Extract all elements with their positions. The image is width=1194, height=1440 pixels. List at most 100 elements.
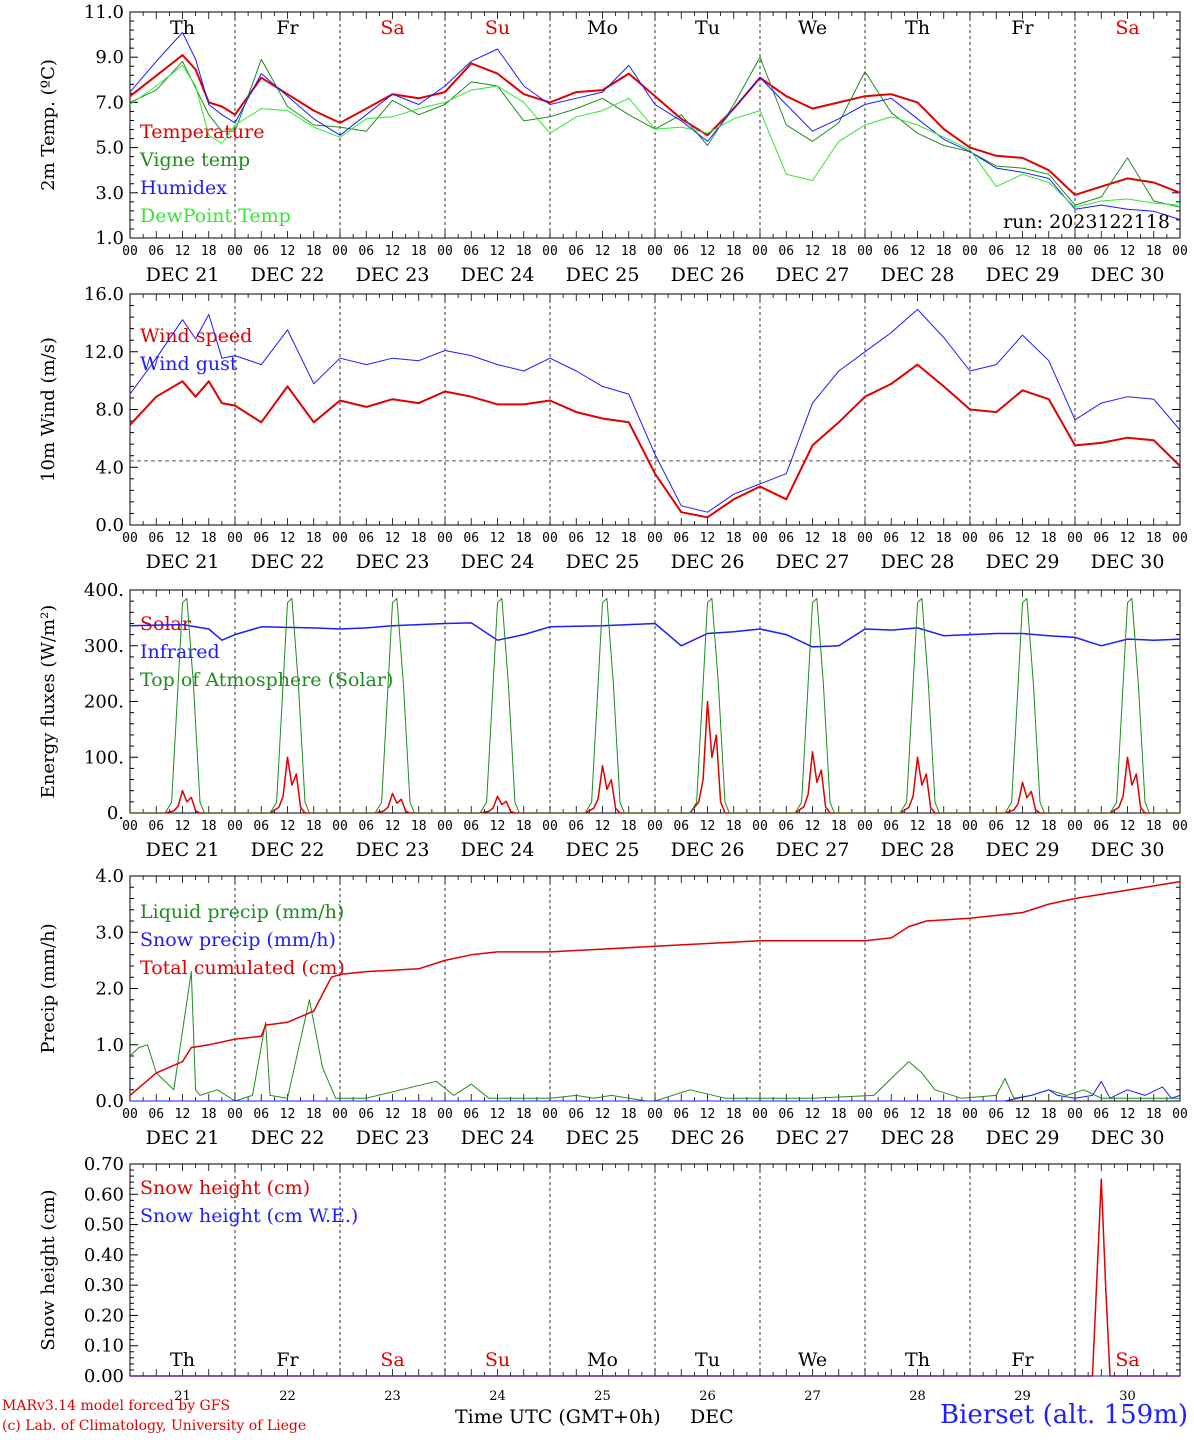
hour-label: 00 xyxy=(752,1107,768,1122)
hour-label: 00 xyxy=(122,531,138,546)
hour-label: 18 xyxy=(1146,819,1162,834)
day-name-label: Th xyxy=(170,17,195,39)
hour-label: 06 xyxy=(673,531,689,546)
hour-label: 18 xyxy=(306,531,322,546)
day-number-label: 24 xyxy=(489,1389,506,1404)
y-tick-label: 1.0 xyxy=(95,228,124,249)
hour-label: 12 xyxy=(1120,1107,1136,1122)
hour-label: 12 xyxy=(595,819,611,834)
hour-label: 00 xyxy=(542,1107,558,1122)
y-tick-label: 0.60 xyxy=(84,1184,124,1205)
legend-liquid-precip-mm-h: Liquid precip (mm/h) xyxy=(140,901,344,923)
panel-4: 0.0 1.0 2.0 3.0 4.0 Precip (mm/h) Liquid preci… xyxy=(38,866,1188,1149)
hour-label: 12 xyxy=(385,819,401,834)
date-label: DEC 29 xyxy=(986,551,1060,573)
hour-label: 18 xyxy=(201,531,217,546)
day-number-label: 25 xyxy=(594,1389,611,1404)
day-name-label: Fr xyxy=(276,1349,299,1371)
hour-label: 12 xyxy=(595,244,611,259)
hour-label: 18 xyxy=(726,1107,742,1122)
date-label: DEC 29 xyxy=(986,264,1060,286)
hour-label: 00 xyxy=(227,819,243,834)
hour-label: 18 xyxy=(831,1107,847,1122)
y-tick-label: 7.0 xyxy=(95,92,124,113)
legend-total-cumulated-cm: Total cumulated (cm) xyxy=(140,957,345,979)
date-label: DEC 26 xyxy=(671,264,745,286)
hour-label: 00 xyxy=(227,1107,243,1122)
hour-label: 00 xyxy=(122,244,138,259)
hour-label: 12 xyxy=(175,1107,191,1122)
hour-label: 00 xyxy=(227,531,243,546)
legend-wind-speed: Wind speed xyxy=(140,325,252,347)
y-axis-label: Precip (mm/h) xyxy=(38,923,59,1053)
hour-label: 06 xyxy=(358,819,374,834)
y-tick-label: 4.0 xyxy=(95,866,124,887)
hour-label: 06 xyxy=(568,1107,584,1122)
hour-label: 00 xyxy=(542,531,558,546)
series-vigne-temp xyxy=(129,56,1181,208)
date-label: DEC 25 xyxy=(566,551,640,573)
hour-label: 18 xyxy=(201,1107,217,1122)
hour-label: 00 xyxy=(542,819,558,834)
hour-label: 06 xyxy=(358,244,374,259)
hour-label: 12 xyxy=(490,819,506,834)
hour-label: 18 xyxy=(621,819,637,834)
date-label: DEC 28 xyxy=(881,264,955,286)
y-tick-label: 200. xyxy=(84,692,124,713)
hour-label: 12 xyxy=(700,819,716,834)
hour-label: 18 xyxy=(936,244,952,259)
hour-label: 12 xyxy=(175,531,191,546)
legend-vigne-temp: Vigne temp xyxy=(139,149,250,171)
y-tick-label: 3.0 xyxy=(95,922,124,943)
hour-label: 06 xyxy=(358,1107,374,1122)
hour-label: 12 xyxy=(910,819,926,834)
day-name-label: Th xyxy=(905,17,930,39)
hour-label: 00 xyxy=(962,244,978,259)
hour-label: 18 xyxy=(411,819,427,834)
hour-label: 12 xyxy=(805,244,821,259)
hour-label: 12 xyxy=(490,244,506,259)
hour-label: 06 xyxy=(883,1107,899,1122)
hour-label: 12 xyxy=(490,531,506,546)
day-number-label: 29 xyxy=(1014,1389,1031,1404)
hour-label: 00 xyxy=(437,819,453,834)
y-tick-label: 9.0 xyxy=(95,47,124,68)
hour-label: 06 xyxy=(883,819,899,834)
hour-label: 06 xyxy=(1093,819,1109,834)
hour-label: 12 xyxy=(280,531,296,546)
y-tick-label: 300. xyxy=(84,636,124,657)
hour-label: 06 xyxy=(463,531,479,546)
hour-label: 06 xyxy=(778,531,794,546)
series-wind-speed xyxy=(129,363,1181,519)
hour-label: 06 xyxy=(778,819,794,834)
date-label: DEC 27 xyxy=(776,1127,850,1149)
hour-label: 12 xyxy=(1015,1107,1031,1122)
date-label: DEC 29 xyxy=(986,839,1060,861)
hour-label: 00 xyxy=(647,1107,663,1122)
hour-label: 18 xyxy=(1041,1107,1057,1122)
hour-label: 00 xyxy=(1067,244,1083,259)
hour-label: 00 xyxy=(122,819,138,834)
hour-label: 06 xyxy=(148,1107,164,1122)
hour-label: 12 xyxy=(1015,531,1031,546)
hour-label: 18 xyxy=(306,244,322,259)
y-tick-label: 4.0 xyxy=(95,457,124,478)
hour-label: 12 xyxy=(805,1107,821,1122)
hour-label: 12 xyxy=(280,1107,296,1122)
date-label: DEC 22 xyxy=(251,264,325,286)
date-label: DEC 27 xyxy=(776,264,850,286)
hour-label: 12 xyxy=(1015,819,1031,834)
series-humidex xyxy=(129,32,1181,220)
hour-label: 18 xyxy=(1041,531,1057,546)
day-name-label: Mo xyxy=(587,1349,618,1371)
date-label: DEC 23 xyxy=(356,1127,430,1149)
day-name-label: We xyxy=(798,1349,827,1371)
y-axis-label: 2m Temp. (ºC) xyxy=(38,59,59,191)
hour-label: 06 xyxy=(673,1107,689,1122)
day-name-label: Fr xyxy=(1011,17,1034,39)
hour-label: 00 xyxy=(122,1107,138,1122)
y-tick-label: 0.50 xyxy=(84,1215,124,1236)
legend-wind-gust: Wind gust xyxy=(140,353,238,375)
day-name-label: Th xyxy=(905,1349,930,1371)
y-tick-label: 5.0 xyxy=(95,138,124,159)
